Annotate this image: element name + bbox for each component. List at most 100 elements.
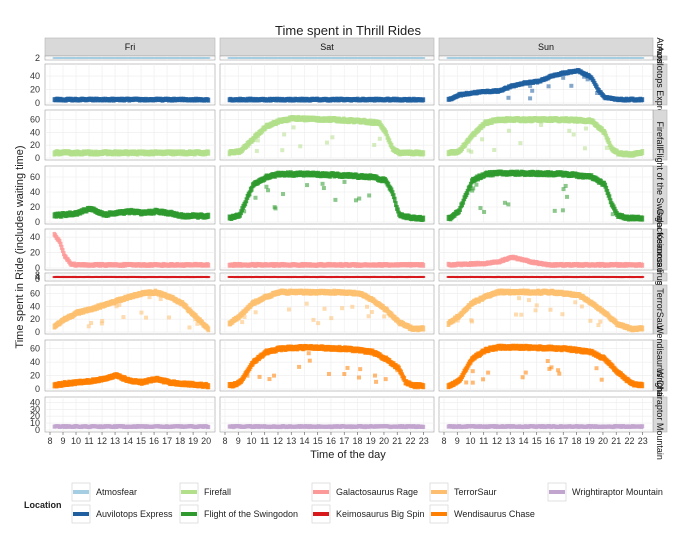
y-tick-label: 0 [35, 384, 40, 394]
x-axis-label: Time of the day [310, 449, 386, 461]
data-point [547, 366, 552, 371]
data-point [206, 262, 211, 268]
data-point [342, 179, 347, 184]
data-point [291, 125, 296, 130]
data-point [239, 209, 243, 216]
data-point [465, 188, 470, 195]
y-axis-label: Time spent in Ride (includes waiting tim… [14, 145, 26, 348]
data-point [139, 310, 144, 315]
data-point [470, 369, 475, 374]
y-tick-label: 0 [35, 217, 40, 227]
y-tick-label: 60 [30, 172, 40, 182]
data-point [582, 74, 587, 79]
data-point [588, 318, 593, 323]
data-point [421, 325, 426, 332]
y-tick-label: 20 [30, 314, 40, 324]
data-point [394, 201, 398, 208]
data-point [242, 209, 247, 214]
data-point [610, 212, 615, 217]
data-point [350, 304, 355, 309]
data-point [466, 148, 471, 153]
data-point [329, 316, 334, 321]
data-point [390, 190, 395, 197]
data-point [486, 370, 491, 375]
data-point [147, 295, 152, 300]
series-sat [227, 170, 426, 222]
y-tick-label: 20 [30, 140, 40, 150]
data-point [583, 126, 588, 131]
data-point [255, 138, 260, 143]
series-sun [446, 275, 645, 279]
data-point [396, 207, 400, 214]
data-point [480, 137, 485, 142]
data-point [99, 321, 104, 326]
data-point [565, 194, 570, 199]
data-point [539, 122, 544, 127]
y-tick-label: 2 [35, 53, 40, 63]
data-point [242, 314, 247, 319]
data-point [523, 370, 528, 375]
data-point [421, 262, 426, 268]
data-point [372, 143, 377, 148]
data-point [357, 375, 362, 380]
data-point [59, 244, 64, 250]
series-sat [227, 275, 426, 279]
data-point [244, 197, 249, 204]
data-point [383, 377, 388, 382]
data-point [247, 190, 252, 197]
series-fri [52, 288, 211, 333]
data-point [595, 84, 599, 90]
data-point [492, 147, 497, 152]
data-point [253, 195, 258, 200]
series-fri [52, 231, 211, 268]
data-point [471, 186, 476, 191]
data-point [369, 310, 374, 315]
data-point [567, 128, 572, 133]
data-point [342, 372, 347, 377]
data-point [520, 375, 525, 380]
data-point [206, 149, 211, 156]
data-point [272, 205, 277, 210]
data-point [528, 83, 533, 88]
data-point [595, 90, 600, 95]
y-tick-label: 40 [30, 357, 40, 367]
data-point [604, 145, 609, 150]
y-tick-label: 0 [35, 425, 40, 435]
data-point [391, 193, 396, 200]
row-strip-label: Flight of the Swingodon [655, 148, 665, 242]
data-point [89, 321, 94, 326]
data-point [519, 312, 524, 317]
data-point [195, 321, 200, 326]
row-strip-label: TerrorSaur [655, 288, 665, 331]
data-point [114, 304, 119, 309]
row-strip-label: Galactosaurus Rage [655, 208, 665, 290]
data-point [254, 148, 259, 153]
data-point [464, 380, 469, 385]
series-sun [446, 68, 645, 103]
data-point [86, 324, 91, 329]
series-fri [52, 96, 211, 103]
data-point [421, 383, 426, 390]
data-point [357, 196, 362, 201]
data-point [206, 424, 211, 430]
data-point [526, 298, 531, 303]
data-point [311, 317, 316, 322]
data-point [474, 182, 479, 187]
data-point [267, 377, 272, 382]
data-point [514, 312, 519, 317]
data-point [358, 367, 363, 372]
y-tick-label: 0 [35, 327, 40, 337]
data-point [421, 97, 426, 103]
data-point [560, 208, 565, 213]
data-point [206, 97, 211, 103]
data-point [316, 321, 321, 326]
data-point [272, 373, 277, 378]
data-point [530, 88, 535, 93]
row-strip-label: Keimosaurus Big Spin [655, 233, 665, 322]
y-tick-label: 20 [30, 85, 40, 95]
data-point [57, 238, 62, 244]
data-point [506, 128, 511, 133]
data-point [549, 365, 554, 370]
y-tick-label: 60 [30, 344, 40, 354]
